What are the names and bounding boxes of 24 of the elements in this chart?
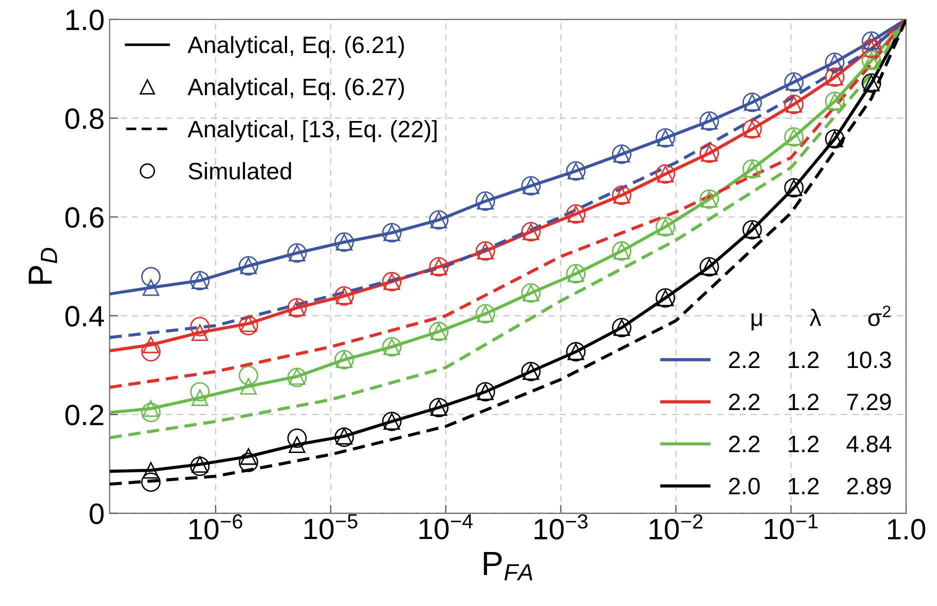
x-tick-label: 1.0 bbox=[888, 518, 926, 540]
legend-label: 2.2 1.2 10.3 bbox=[729, 351, 891, 368]
x-tick-label: 10$^{−3}$ bbox=[534, 514, 588, 540]
x-tick-label: 10$^{−4}$ bbox=[420, 514, 473, 540]
legend-label: 2.2 1.2 7.29 bbox=[729, 394, 891, 410]
legend-title: μ λ σ$^{2}$ bbox=[752, 306, 890, 330]
y-tick-label: 0 bbox=[90, 503, 104, 524]
x-tick-label: 10$^{−5}$ bbox=[304, 514, 358, 540]
y-tick-label: 0.2 bbox=[65, 404, 104, 426]
y-tick-label: 0.4 bbox=[65, 306, 104, 327]
y-tick-label: 1.0 bbox=[66, 10, 104, 30]
legend-label: Analytical, Eq. (6.27) bbox=[188, 78, 404, 100]
x-tick-label: 10$^{−6}$ bbox=[189, 514, 242, 540]
legend-label: Simulated bbox=[188, 162, 292, 180]
y-tick-label: 0.8 bbox=[65, 108, 104, 130]
y-tick-label: 0.6 bbox=[65, 207, 104, 228]
x-axis-title: P$_{FA}$ bbox=[484, 552, 532, 580]
x-tick-label: 10$^{−2}$ bbox=[650, 514, 702, 540]
x-tick-label: 10$^{−1}$ bbox=[764, 514, 818, 540]
legend-label: 2.2 1.2 4.84 bbox=[729, 436, 892, 452]
y-axis-title: P$_{D}$ bbox=[28, 248, 57, 284]
annotation: Analytical, Eq. (6.21) bbox=[188, 36, 404, 58]
legend-label: 2.0 1.2 2.89 bbox=[729, 478, 891, 494]
legend-label: Analytical, [13, Eq. (22)] bbox=[188, 120, 437, 142]
